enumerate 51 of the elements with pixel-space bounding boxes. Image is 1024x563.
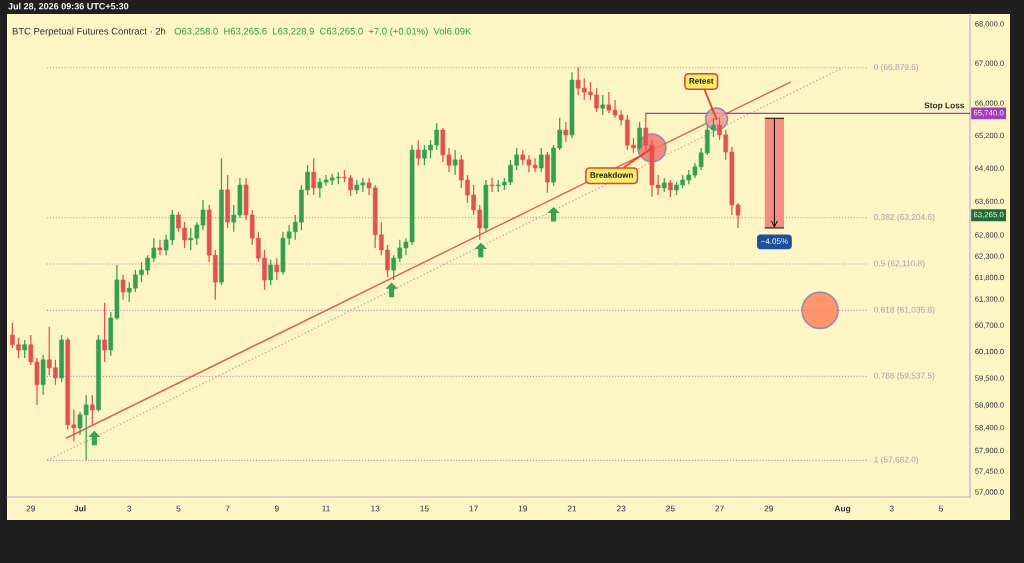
annotation: Retest xyxy=(689,78,714,84)
x-tick-label: Aug xyxy=(834,505,851,514)
candlestick xyxy=(637,121,642,151)
ref-line-label: 1 (57,682.0) xyxy=(874,456,919,465)
x-tick-label: 29 xyxy=(26,505,36,512)
candlestick xyxy=(452,149,458,176)
text: BTC Perpetual Futures Contract · 2h xyxy=(12,27,166,37)
candlestick xyxy=(274,257,280,281)
point xyxy=(474,242,487,258)
candlestick xyxy=(90,394,95,426)
candlestick xyxy=(102,302,107,363)
x-tick-label: 5 xyxy=(938,505,943,512)
point xyxy=(88,430,101,446)
annotation: −4.05% xyxy=(761,238,788,245)
x-tick-label: 3 xyxy=(127,505,132,512)
x-tick-label: 9 xyxy=(274,505,279,512)
annotation: Breakdown xyxy=(590,171,633,178)
x-tick-label: 7 xyxy=(225,505,230,512)
x-tick-label: 11 xyxy=(322,505,330,512)
ref-line-label: 0.786 (59,537.5) xyxy=(874,372,935,381)
x-tick-label: 25 xyxy=(666,505,675,512)
candlestick xyxy=(311,157,317,196)
x-tick-label: 19 xyxy=(518,505,528,512)
candlestick xyxy=(120,274,126,301)
x-tick-label: 17 xyxy=(469,505,478,512)
x-tick-label: 15 xyxy=(420,505,429,512)
series-label: Stop Loss xyxy=(924,102,965,110)
x-tick-label: 23 xyxy=(616,505,626,512)
text: O63,258.0 H63,265.6 L63,228.9 C63,265.0 +7.0 (+0.01%) Vol6.09K xyxy=(174,27,472,37)
candlestick xyxy=(538,147,544,173)
point xyxy=(385,282,398,298)
x-tick-label: 27 xyxy=(715,505,724,512)
ref-line-label: 0.618 (61,035.8) xyxy=(874,306,935,315)
point xyxy=(547,206,560,222)
x-tick-label: 21 xyxy=(567,505,577,512)
candlestick xyxy=(22,339,27,359)
x-tick-label: 5 xyxy=(176,505,181,512)
candlestick xyxy=(268,259,273,286)
candlestick xyxy=(563,121,569,143)
x-tick-label: 29 xyxy=(764,505,774,512)
candlestick xyxy=(600,94,606,116)
x-tick-label: 3 xyxy=(889,505,894,512)
text: Jul 28, 2026 09:36 UTC+5:30 xyxy=(8,2,129,11)
ref-line-label: 0 (66,879.6) xyxy=(874,63,919,72)
candlestick xyxy=(157,239,163,256)
ref-line-label: 0.5 (62,110.8) xyxy=(874,260,925,268)
x-tick-label: Jul xyxy=(74,505,86,512)
x-tick-label: 13 xyxy=(371,505,380,512)
candlestick xyxy=(415,139,421,166)
candlestick xyxy=(489,177,495,193)
ref-line-label: 0.382 (63,204.6) xyxy=(874,213,935,222)
